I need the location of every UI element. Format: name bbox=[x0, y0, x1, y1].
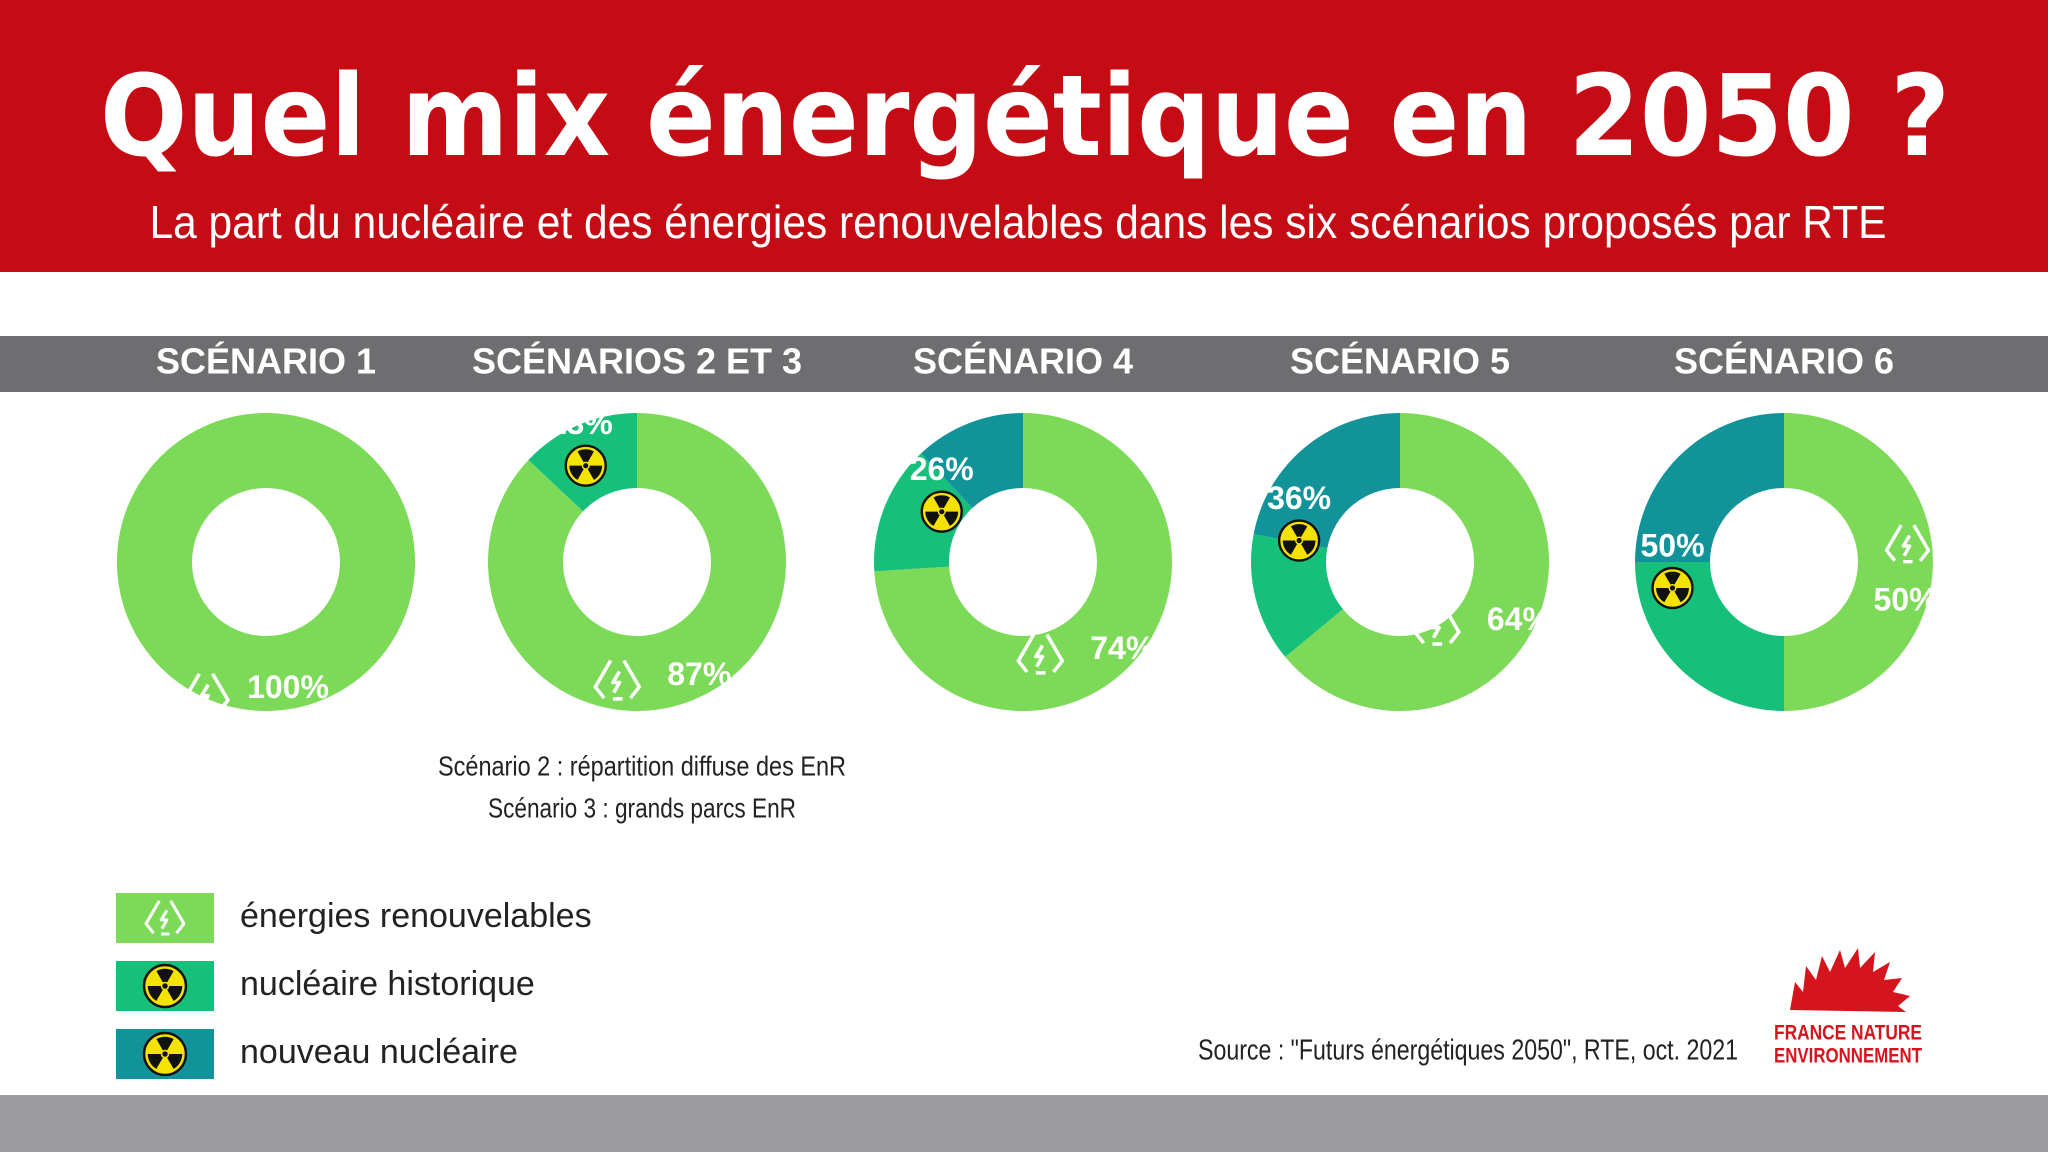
donut-segment bbox=[921, 413, 1023, 509]
scenario-title: SCÉNARIOS 2 ET 3 bbox=[472, 341, 802, 382]
icon-arrows bbox=[1016, 633, 1065, 675]
icon-center bbox=[162, 1051, 168, 1057]
logo-text: FRANCE NATURE bbox=[1774, 1022, 1922, 1045]
subtitle: La part du nucléaire et des énergies ren… bbox=[150, 196, 1887, 248]
nuclear-icon bbox=[142, 963, 188, 1009]
nuclear-icon bbox=[920, 490, 963, 533]
icon-arrows bbox=[144, 900, 186, 936]
icon-blade bbox=[1290, 524, 1308, 538]
legend-label: nouveau nucléaire bbox=[240, 1033, 518, 1071]
icon-center bbox=[1669, 585, 1676, 591]
donut-segment bbox=[116, 413, 416, 711]
renewable-icon bbox=[1884, 524, 1931, 564]
note: Scénario 2 : répartition diffuse des EnR bbox=[438, 750, 846, 781]
icon-blade bbox=[147, 986, 163, 1001]
scenario-title: SCÉNARIO 5 bbox=[1290, 341, 1510, 382]
icon-center bbox=[1296, 537, 1302, 544]
icon-blade bbox=[1674, 588, 1689, 603]
icon-blade bbox=[925, 511, 940, 526]
icon-bolt bbox=[1430, 615, 1441, 639]
donut-segment bbox=[1285, 413, 1549, 711]
share-label: 50% bbox=[1873, 581, 1937, 617]
icon-blade bbox=[156, 968, 174, 983]
icon-center bbox=[162, 983, 168, 989]
icon-bolt bbox=[1901, 534, 1912, 557]
footer-band bbox=[0, 1095, 2048, 1152]
icon-blade bbox=[167, 1054, 183, 1069]
scenario-title: SCÉNARIO 4 bbox=[913, 341, 1133, 382]
icon-arrows bbox=[1413, 604, 1461, 646]
renewable-icon bbox=[593, 659, 642, 701]
icon-center bbox=[939, 509, 945, 515]
icon-arrows bbox=[182, 672, 230, 714]
donut-segment bbox=[1635, 413, 1784, 562]
nuclear-icon bbox=[142, 1031, 188, 1077]
icon-bolt bbox=[611, 670, 622, 694]
share-label: 74% bbox=[1090, 630, 1154, 666]
source: Source : "Futurs énergétiques 2050", RTE… bbox=[1198, 1035, 1738, 1067]
icon-blade bbox=[147, 1054, 163, 1069]
renewable-icon bbox=[182, 672, 230, 714]
icon-blade bbox=[1664, 571, 1681, 585]
legend-label: nucléaire historique bbox=[240, 965, 535, 1003]
donut-segment bbox=[1253, 413, 1400, 549]
icon-blade bbox=[1301, 540, 1316, 555]
donut-segment bbox=[488, 413, 786, 712]
icon-blade bbox=[587, 465, 603, 480]
icon-blade bbox=[1656, 588, 1671, 603]
nuclear-icon bbox=[564, 444, 607, 487]
icon-blade bbox=[943, 511, 959, 526]
legend-label: énergies renouvelables bbox=[240, 897, 592, 935]
share-label: 100% bbox=[247, 669, 329, 705]
logo-hedgehog bbox=[1790, 948, 1910, 1012]
icon-bolt bbox=[1034, 644, 1045, 668]
donut-segment bbox=[874, 413, 1172, 712]
share-label: 87% bbox=[667, 656, 731, 692]
nuclear-icon bbox=[1277, 519, 1321, 562]
donut-segment bbox=[1251, 534, 1343, 657]
logo-text: ENVIRONNEMENT bbox=[1774, 1045, 1922, 1068]
donut-segment bbox=[1784, 413, 1933, 711]
renewable-icon bbox=[144, 900, 186, 936]
share-label: 50% bbox=[1640, 527, 1704, 563]
icon-blade bbox=[156, 1036, 174, 1051]
icon-blade bbox=[1282, 540, 1298, 555]
scenario-title: SCÉNARIO 1 bbox=[156, 341, 376, 382]
icon-blade bbox=[577, 449, 594, 463]
share-label: 26% bbox=[910, 451, 974, 487]
renewable-icon bbox=[1016, 633, 1065, 675]
icon-arrows bbox=[1884, 524, 1931, 564]
note: Scénario 3 : grands parcs EnR bbox=[488, 792, 796, 823]
share-label: 64% bbox=[1487, 601, 1551, 637]
header-band bbox=[0, 0, 2048, 272]
icon-blade bbox=[569, 465, 584, 480]
icon-blade bbox=[933, 495, 950, 509]
icon-bolt bbox=[159, 909, 169, 930]
scenario-title: SCÉNARIO 6 bbox=[1674, 341, 1894, 382]
icon-blade bbox=[167, 986, 183, 1001]
nuclear-icon bbox=[1651, 566, 1694, 610]
legend-swatch bbox=[116, 893, 214, 943]
icon-bolt bbox=[199, 683, 210, 707]
title: Quel mix énergétique en 2050 ? bbox=[100, 52, 1950, 182]
scenario-band bbox=[0, 336, 2048, 392]
icon-center bbox=[583, 463, 589, 469]
icon-arrows bbox=[593, 659, 642, 701]
renewable-icon bbox=[1413, 604, 1461, 646]
share-label: 13% bbox=[549, 405, 613, 441]
logo: FRANCE NATURE ENVIRONNEMENT bbox=[1774, 948, 1922, 1068]
share-label: 36% bbox=[1267, 480, 1331, 516]
